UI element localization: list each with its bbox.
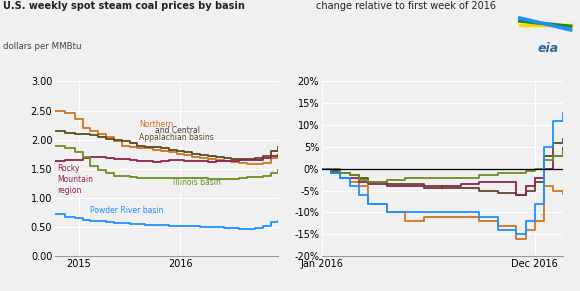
Text: Appalachian basins: Appalachian basins [139,133,214,142]
Text: dollars per MMBtu: dollars per MMBtu [3,42,81,51]
Text: Illinois basin: Illinois basin [173,178,220,187]
Text: Rocky
Mountain
region: Rocky Mountain region [57,164,93,195]
Text: Northern: Northern [139,120,173,129]
Text: change relative to first week of 2016: change relative to first week of 2016 [316,1,496,11]
Text: and Central: and Central [155,127,200,135]
Text: U.S. weekly spot steam coal prices by basin: U.S. weekly spot steam coal prices by ba… [3,1,245,11]
Text: eia: eia [538,42,559,55]
Text: Powder River basin: Powder River basin [90,206,164,214]
